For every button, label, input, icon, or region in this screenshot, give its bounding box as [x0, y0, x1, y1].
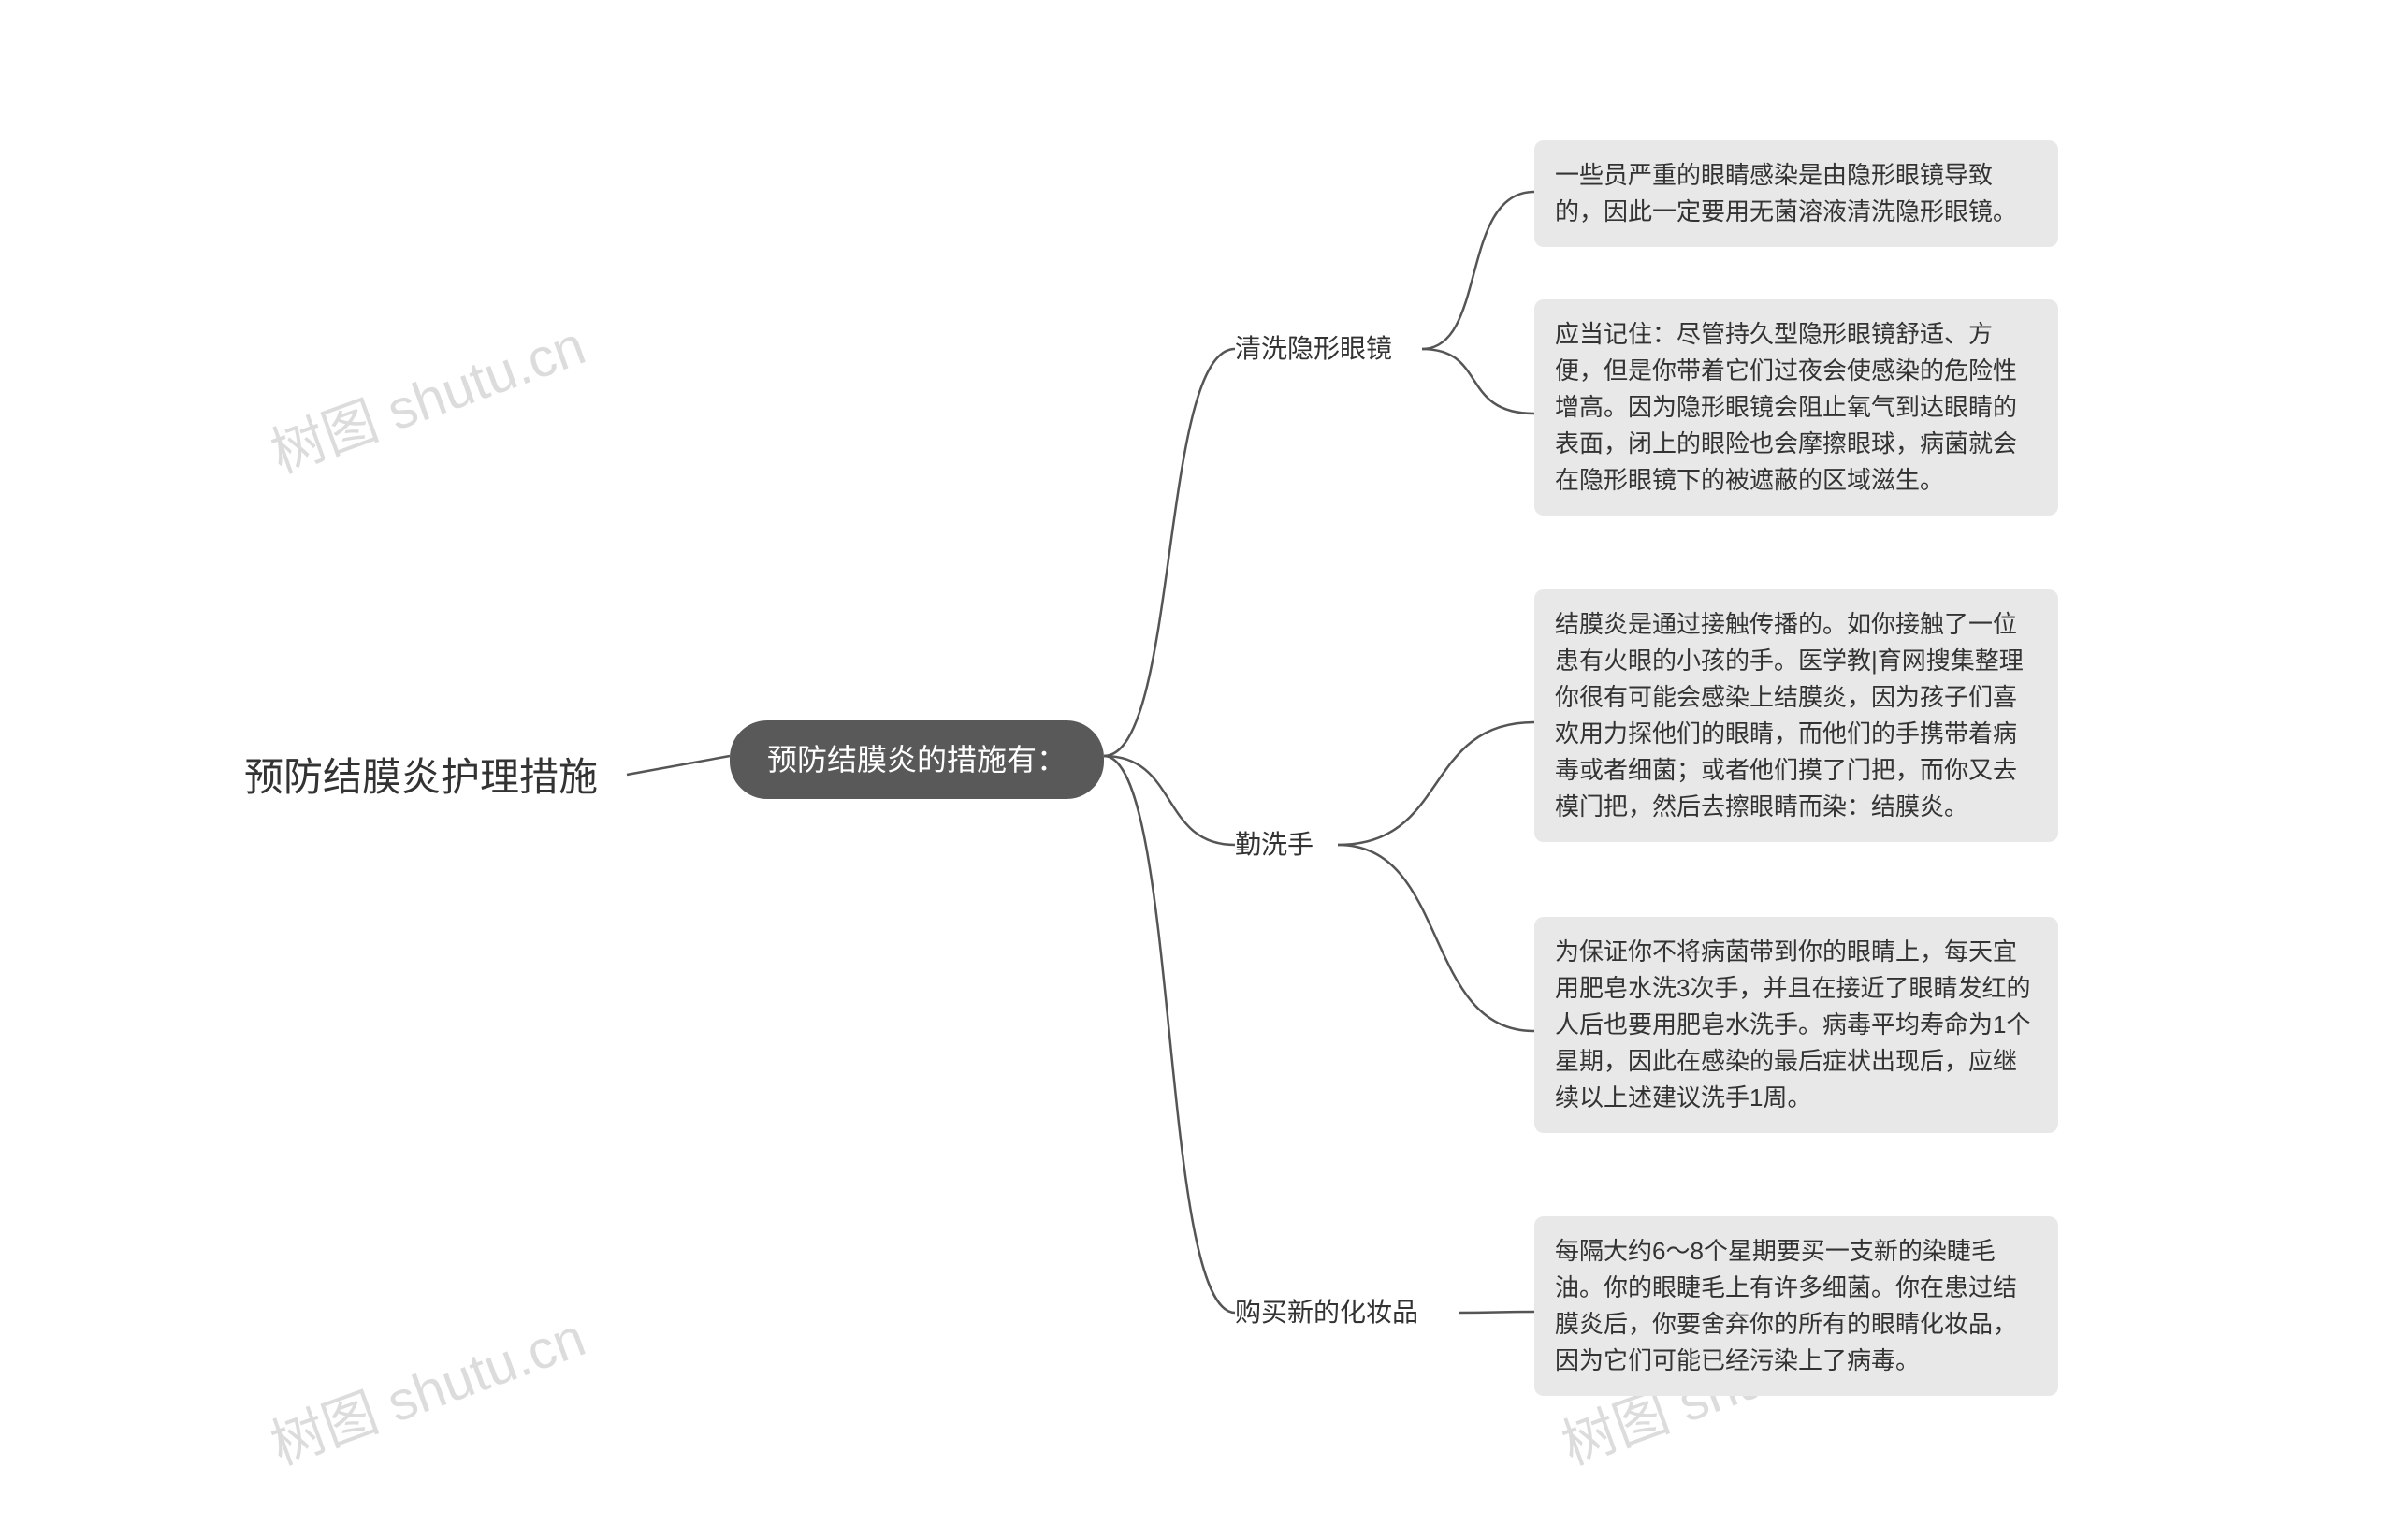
leaf-text: 应当记住：尽管持久型隐形眼镜舒适、方便，但是你带着它们过夜会使感染的危险性增高。… [1555, 316, 2038, 499]
leaf-text: 一些员严重的眼睛感染是由隐形眼镜导致的，因此一定要用无菌溶液清洗隐形眼镜。 [1555, 157, 2038, 230]
branch-node-clean-lens: 清洗隐形眼镜 [1235, 327, 1392, 370]
branch-label: 清洗隐形眼镜 [1235, 329, 1392, 369]
branch-label: 勤洗手 [1235, 825, 1314, 864]
root-label: 预防结膜炎护理措施 [244, 748, 598, 806]
level1-label: 预防结膜炎的措施有： [767, 737, 1067, 782]
watermark: 树图 shutu.cn [258, 1293, 594, 1479]
leaf-text: 为保证你不将病菌带到你的眼睛上，每天宜用肥皂水洗3次手，并且在接近了眼睛发红的人… [1555, 934, 2038, 1116]
leaf-node: 为保证你不将病菌带到你的眼睛上，每天宜用肥皂水洗3次手，并且在接近了眼睛发红的人… [1534, 917, 2058, 1133]
watermark: 树图 shutu.cn [258, 301, 594, 487]
leaf-node: 一些员严重的眼睛感染是由隐形眼镜导致的，因此一定要用无菌溶液清洗隐形眼镜。 [1534, 140, 2058, 247]
leaf-text: 结膜炎是通过接触传播的。如你接触了一位患有火眼的小孩的手。医学教|育网搜集整理你… [1555, 606, 2038, 825]
leaf-node: 结膜炎是通过接触传播的。如你接触了一位患有火眼的小孩的手。医学教|育网搜集整理你… [1534, 589, 2058, 842]
branch-label: 购买新的化妆品 [1235, 1293, 1418, 1332]
root-node: 预防结膜炎护理措施 [215, 748, 627, 805]
leaf-node: 每隔大约6～8个星期要买一支新的染睫毛油。你的眼睫毛上有许多细菌。你在患过结膜炎… [1534, 1216, 2058, 1396]
level1-node: 预防结膜炎的措施有： [730, 720, 1104, 799]
leaf-text: 每隔大约6～8个星期要买一支新的染睫毛油。你的眼睫毛上有许多细菌。你在患过结膜炎… [1555, 1233, 2038, 1379]
branch-node-new-cosmetics: 购买新的化妆品 [1235, 1291, 1418, 1334]
leaf-node: 应当记住：尽管持久型隐形眼镜舒适、方便，但是你带着它们过夜会使感染的危险性增高。… [1534, 299, 2058, 516]
branch-node-wash-hands: 勤洗手 [1235, 823, 1314, 866]
